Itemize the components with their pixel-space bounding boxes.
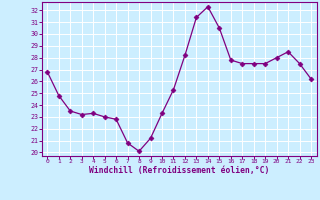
X-axis label: Windchill (Refroidissement éolien,°C): Windchill (Refroidissement éolien,°C) — [89, 166, 269, 175]
